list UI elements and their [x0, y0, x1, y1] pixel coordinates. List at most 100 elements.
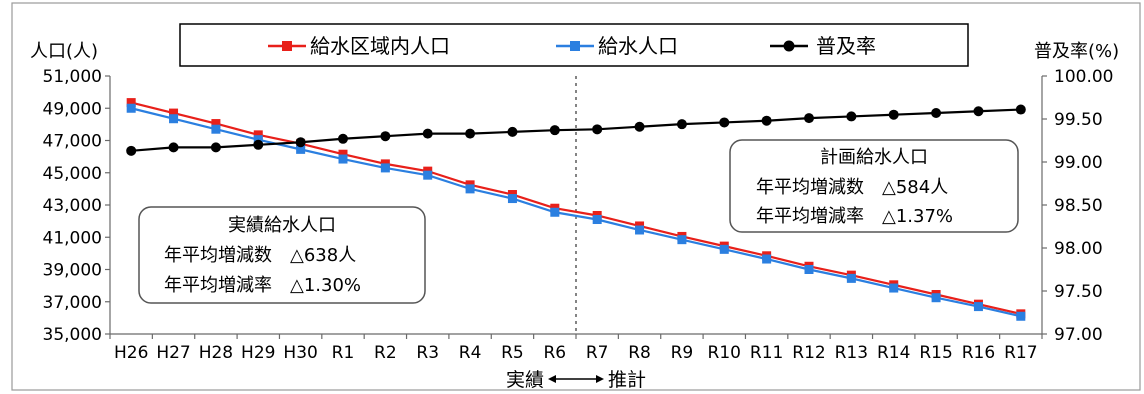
series-layer: [126, 98, 1026, 321]
data-point: [295, 137, 306, 148]
data-point: [761, 115, 772, 126]
annotation-actual-line2: 年平均増減率 △1.30%: [164, 275, 361, 296]
legend: 給水区域内人口 給水人口 普及率: [179, 23, 969, 67]
x-tick-label: R12: [792, 343, 825, 363]
data-point: [804, 113, 814, 124]
data-point: [169, 114, 179, 124]
data-point: [846, 111, 857, 122]
annotation-actual-line1: 年平均増減数 △638人: [164, 245, 356, 266]
data-point: [422, 128, 433, 139]
x-tick-label: R5: [501, 343, 524, 363]
x-tick-label: R14: [877, 343, 910, 363]
x-tick-label: R3: [416, 343, 439, 363]
left-tick-label: 49,000: [43, 99, 102, 119]
x-tick-label: R9: [671, 343, 694, 363]
annotation-forecast: 計画給水人口 年平均増減数 △584人 年平均増減率 △1.37%: [729, 139, 1019, 233]
period-label-actual: 実績: [506, 369, 544, 391]
data-point: [296, 144, 306, 154]
right-tick-label: 99.00: [1054, 153, 1103, 173]
x-tick-label: R1: [332, 343, 355, 363]
period-label-forecast: 推計: [608, 369, 646, 391]
left-tick-label: 35,000: [43, 325, 102, 345]
right-axis-ticks: 97.00 97.50 98.00 98.50 99.00 99.50 100.00: [1042, 67, 1113, 345]
data-point: [592, 215, 602, 225]
left-tick-label: 51,000: [43, 67, 102, 87]
data-point: [804, 265, 814, 274]
data-point: [931, 293, 941, 303]
data-point: [380, 131, 391, 142]
legend-label-coverage-rate: 普及率: [816, 34, 876, 58]
data-point: [423, 170, 433, 180]
x-tick-label: R8: [628, 343, 651, 363]
data-point: [253, 130, 263, 140]
right-tick-label: 99.50: [1054, 110, 1103, 130]
right-tick-label: 97.50: [1054, 282, 1103, 302]
right-axis-title: 普及率(%): [1034, 41, 1119, 62]
data-point: [211, 124, 221, 134]
data-point: [380, 163, 390, 173]
x-tick-label: R17: [1004, 343, 1037, 363]
data-point: [549, 125, 560, 136]
period-labels: 実績 推計: [506, 369, 646, 391]
annotation-forecast-line2: 年平均増減率 △1.37%: [756, 206, 953, 227]
series-coverage-rate: [126, 104, 1026, 156]
data-point: [634, 121, 645, 132]
x-tick-label: H28: [199, 343, 233, 363]
legend-item-supply-area-population: 給水区域内人口: [268, 34, 450, 58]
x-tick-label: R4: [459, 343, 482, 363]
data-point: [210, 142, 221, 153]
series-line: [131, 108, 1021, 152]
left-axis-title: 人口(人): [30, 41, 98, 62]
right-tick-label: 98.50: [1054, 196, 1103, 216]
data-point: [677, 235, 687, 245]
data-point: [126, 145, 137, 156]
x-tick-label: R7: [586, 343, 609, 363]
period-arrow-left-head: [548, 375, 556, 383]
annotation-actual-box: [138, 206, 426, 304]
right-tick-label: 100.00: [1054, 67, 1113, 87]
data-point: [465, 184, 475, 194]
data-point: [889, 283, 899, 293]
annotation-actual-title: 実績給水人口: [228, 215, 336, 236]
right-tick-label: 98.00: [1054, 239, 1103, 259]
legend-label-supply-area-population: 給水区域内人口: [310, 34, 450, 58]
data-point: [846, 273, 856, 283]
data-point: [465, 128, 476, 139]
data-point: [635, 225, 645, 235]
x-tick-label: R16: [962, 343, 995, 363]
left-tick-label: 43,000: [43, 196, 102, 216]
data-point: [253, 139, 264, 150]
period-arrow-right-head: [596, 375, 604, 383]
x-tick-label: R15: [919, 343, 952, 363]
data-point: [211, 119, 221, 129]
data-point: [507, 126, 518, 137]
x-axis-ticks: H26 H27 H28 H29 H30 R1 R2 R3 R4 R5 R6 R7 R8 R9 R10 R11 R…: [109, 334, 1043, 363]
series-line: [130, 101, 1022, 315]
left-tick-label: 39,000: [43, 261, 102, 281]
x-tick-label: H29: [241, 343, 275, 363]
data-point: [973, 106, 984, 117]
x-tick-label: R10: [708, 343, 741, 363]
data-point: [592, 124, 603, 135]
legend-item-coverage-rate: 普及率: [770, 34, 876, 58]
left-tick-label: 45,000: [43, 164, 102, 184]
data-point: [719, 244, 729, 254]
right-tick-label: 97.00: [1054, 325, 1103, 345]
data-point: [507, 194, 517, 204]
data-point: [550, 207, 560, 217]
annotation-forecast-line1: 年平均増減数 △584人: [756, 177, 948, 198]
data-point: [1015, 104, 1026, 115]
data-point: [338, 149, 348, 159]
x-tick-label: R11: [750, 343, 783, 363]
data-point: [338, 133, 348, 144]
data-point: [719, 117, 730, 128]
left-tick-label: 37,000: [43, 293, 102, 313]
data-point: [973, 302, 983, 312]
legend-label-supply-population: 給水人口: [598, 34, 678, 58]
x-tick-label: R13: [835, 343, 868, 363]
data-point: [338, 154, 348, 164]
data-point: [126, 98, 136, 108]
data-point: [253, 135, 263, 145]
left-axis-ticks: 35,000 37,000 39,000 41,000 43,000 45,000 47,0…: [43, 67, 110, 345]
